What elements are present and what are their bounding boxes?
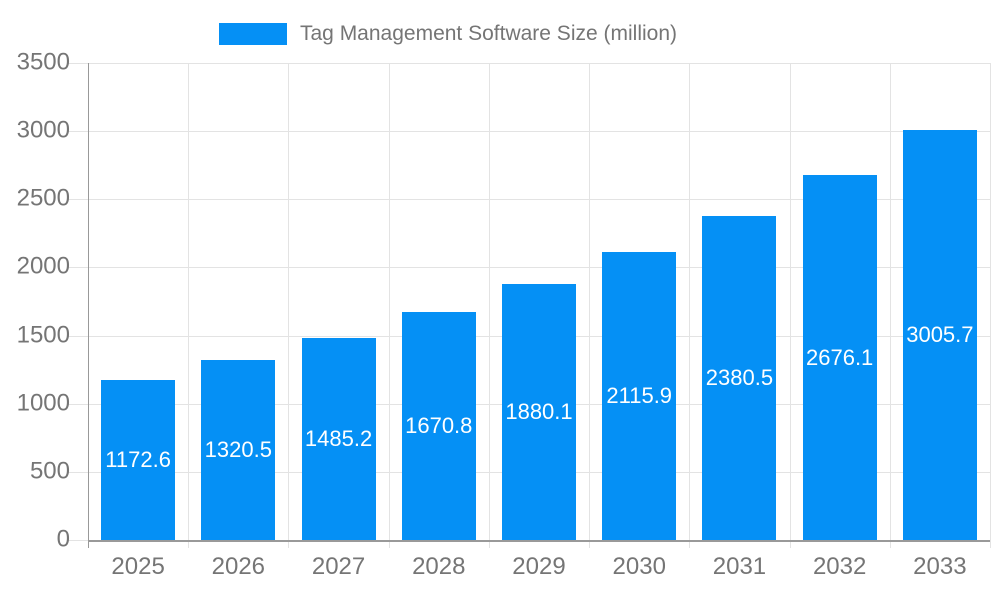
bar-2028[interactable] [401, 312, 476, 540]
plot-area: 0 500 1000 1500 2000 2500 3000 3500 1172.6 2025 13… [17, 48, 991, 580]
bar-2033[interactable] [902, 130, 977, 540]
x-axis-label: 2025 [111, 553, 165, 580]
x-axis-label: 2031 [712, 553, 767, 580]
x-boundary-gridline [689, 63, 691, 548]
y-axis-label: 2500 [16, 184, 70, 212]
x-axis-label: 2027 [311, 553, 366, 580]
x-axis-label: 2029 [512, 553, 566, 580]
x-boundary-gridline [589, 63, 591, 548]
y-axis-label: 500 [29, 457, 70, 485]
x-boundary-gridline [388, 63, 390, 548]
x-axis-label: 2032 [812, 553, 867, 580]
y-axis-label: 3500 [16, 48, 70, 76]
x-axis-label: 2030 [612, 553, 666, 580]
y-gridline [68, 199, 990, 201]
bar-2026[interactable] [201, 360, 276, 540]
y-axis-label: 0 [56, 525, 70, 553]
legend-label: Tag Management Software Size (million) [300, 22, 677, 45]
x-axis-label: 2028 [412, 553, 466, 580]
y-axis-label: 1500 [16, 321, 70, 349]
legend-swatch-icon [219, 23, 287, 45]
y-axis-label: 2000 [16, 252, 70, 280]
x-boundary-gridline [990, 63, 991, 548]
y-gridline [68, 267, 990, 269]
x-axis-label: 2026 [211, 553, 266, 580]
y-gridline [68, 63, 990, 64]
x-boundary-gridline [889, 63, 891, 548]
bar-2030[interactable] [602, 251, 677, 540]
x-boundary-gridline [789, 63, 791, 548]
y-gridline [68, 131, 990, 133]
y-axis-label: 1000 [16, 389, 70, 417]
bar-2032[interactable] [802, 175, 877, 540]
x-axis-label: 2033 [913, 553, 967, 580]
x-boundary-gridline [488, 63, 490, 548]
legend[interactable]: Tag Management Software Size (million) [0, 22, 948, 46]
bar-2027[interactable] [301, 337, 376, 540]
bar-2031[interactable] [702, 215, 777, 540]
y-axis-line [88, 63, 89, 548]
x-axis-line [88, 540, 990, 542]
x-boundary-gridline [288, 63, 290, 548]
bar-2025[interactable] [101, 380, 176, 540]
x-boundary-gridline [188, 63, 190, 548]
y-axis-label: 3000 [16, 116, 70, 144]
bar-2029[interactable] [502, 283, 576, 540]
